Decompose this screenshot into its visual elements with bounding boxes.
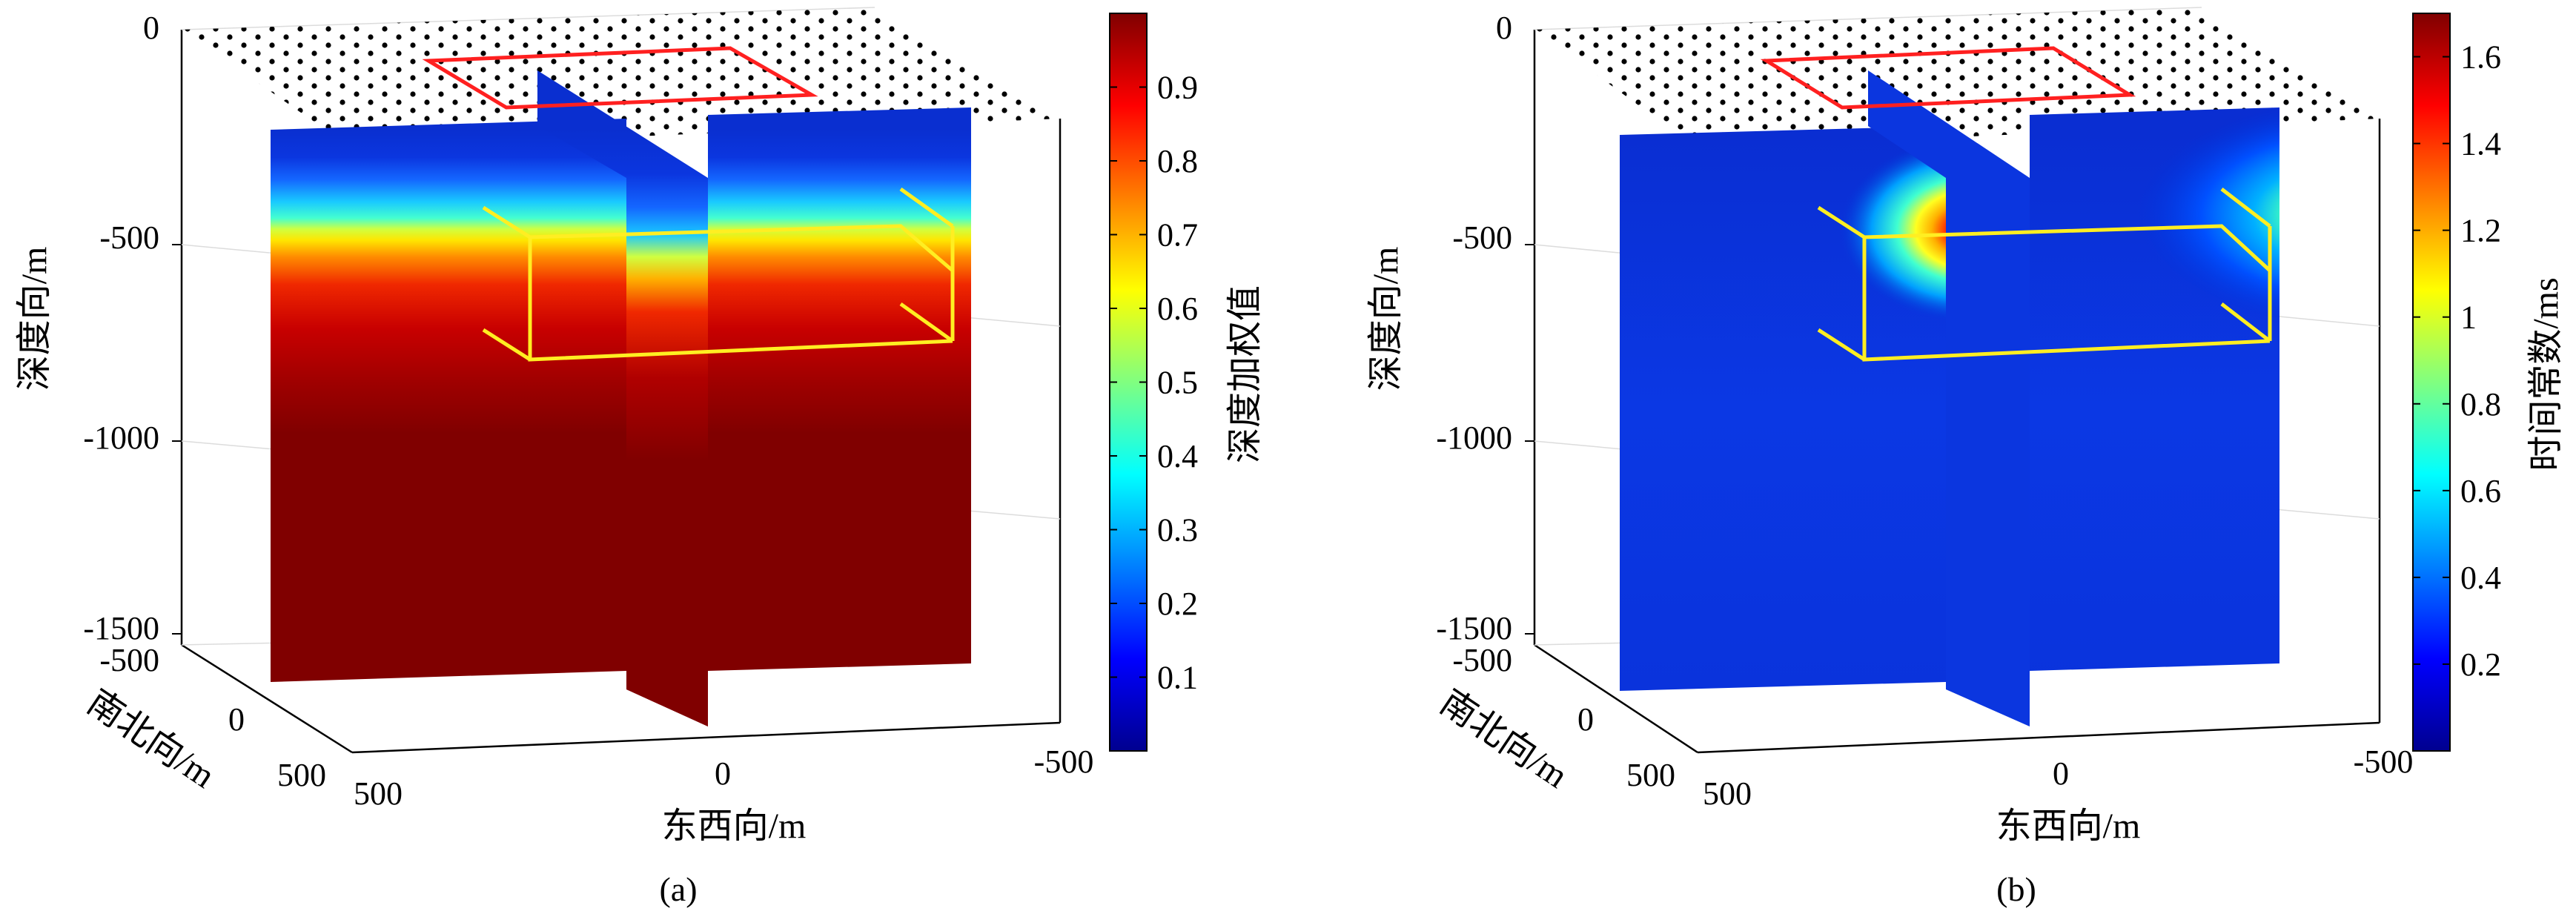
y-tick-2: 500 <box>1626 757 1675 793</box>
y-axis-label: 南北向/m <box>80 683 222 796</box>
y-tick-1: 0 <box>1577 701 1594 738</box>
colorbar-tick-label: 0.7 <box>1157 217 1198 254</box>
x-tick-2: -500 <box>2354 744 2414 780</box>
colorbar-tick-label: 1.6 <box>2460 39 2501 76</box>
colorbar-tick-label: 0.8 <box>1157 143 1198 179</box>
z-ticks: 0 -500 -1000 -1500 <box>1436 10 1534 646</box>
axis-box <box>180 30 1062 754</box>
x-ticks: 500 0 -500 <box>354 744 1093 812</box>
z-tick-3: -1500 <box>83 610 159 646</box>
axis-box <box>1533 30 2381 754</box>
z-tick-1: -500 <box>99 219 159 256</box>
colorbar-tick-label: 0.4 <box>1157 438 1198 474</box>
panel-b: 0 -500 -1000 -1500 深度向/m -500 0 500 南北向/… <box>1366 7 2566 908</box>
depth-slice-edge <box>626 178 708 726</box>
x-axis-label: 东西向/m <box>662 807 807 846</box>
colorbar-tick-label: 0.8 <box>2460 386 2501 423</box>
z-tick-2: -1000 <box>83 420 159 456</box>
depth-slice-right <box>708 107 971 671</box>
z-tick-2: -1000 <box>1436 420 1512 456</box>
y-tick-0: -500 <box>1452 642 1512 678</box>
colorbar-ticks-a: 0.1 0.2 0.3 0.4 0.5 0.6 0.7 0.8 0.9 <box>1110 70 1198 696</box>
colorbar-tick-label: 0.5 <box>1157 365 1198 401</box>
y-ticks: -500 0 500 <box>1452 642 1675 793</box>
z-tick-3: -1500 <box>1436 610 1512 646</box>
x-tick-1: 0 <box>2053 755 2069 792</box>
colorbar-tick-label: 0.9 <box>1157 70 1198 106</box>
colorbar-tick-label: 0.2 <box>2460 646 2501 683</box>
panel-a: 0 -500 -1000 -1500 深度向/m -500 0 500 南北向/… <box>15 7 1265 908</box>
colorbar-ticks-b: 0.2 0.4 0.6 0.8 1 1.2 1.4 1.6 <box>2413 39 2501 683</box>
colorbar-tick-label: 1 <box>2460 299 2477 336</box>
z-ticks: 0 -500 -1000 -1500 <box>83 10 182 646</box>
x-tick-1: 0 <box>715 755 731 792</box>
y-ticks: -500 0 500 <box>99 642 326 793</box>
colorbar-tick-label: 1.4 <box>2460 126 2501 162</box>
y-tick-2: 500 <box>277 757 326 793</box>
x-tick-2: -500 <box>1034 744 1094 780</box>
colorbar-tick-label: 0.1 <box>1157 660 1198 696</box>
y-tick-1: 0 <box>228 701 245 738</box>
colorbar-tick-label: 1.2 <box>2460 213 2501 249</box>
colorbar-tick-label: 0.2 <box>1157 586 1198 622</box>
colorbar-label-b: 时间常数/ms <box>2526 277 2566 471</box>
source-loop-rect <box>1760 46 2136 110</box>
anomaly-box <box>482 187 955 362</box>
source-loop-rect <box>422 46 818 110</box>
colorbar-tick-label: 0.6 <box>1157 291 1198 327</box>
y-tick-0: -500 <box>99 642 159 678</box>
anomaly-box <box>1817 188 2272 362</box>
panel-label-a: (a) <box>659 870 697 908</box>
x-axis-label: 东西向/m <box>1996 807 2141 846</box>
colorbar-tick-label: 0.4 <box>2460 560 2501 596</box>
z-tick-0: 0 <box>143 10 159 46</box>
x-tick-0: 500 <box>1703 775 1752 812</box>
z-axis-label: 深度向/m <box>1366 247 1405 391</box>
colorbar-tick-label: 0.3 <box>1157 512 1198 549</box>
colorbar-tick-label: 0.6 <box>2460 473 2501 509</box>
colorbar-label-a: 深度加权值 <box>1225 285 1265 463</box>
y-axis-label: 南北向/m <box>1433 683 1575 796</box>
colorbar-b <box>2412 13 2451 752</box>
panel-label-b: (b) <box>1996 870 2036 908</box>
depth-slice-left <box>271 119 626 682</box>
z-axis-label: 深度向/m <box>15 247 54 391</box>
x-tick-0: 500 <box>354 775 403 812</box>
x-ticks: 500 0 -500 <box>1703 744 2413 812</box>
z-tick-1: -500 <box>1452 219 1512 256</box>
z-tick-0: 0 <box>1496 10 1512 46</box>
